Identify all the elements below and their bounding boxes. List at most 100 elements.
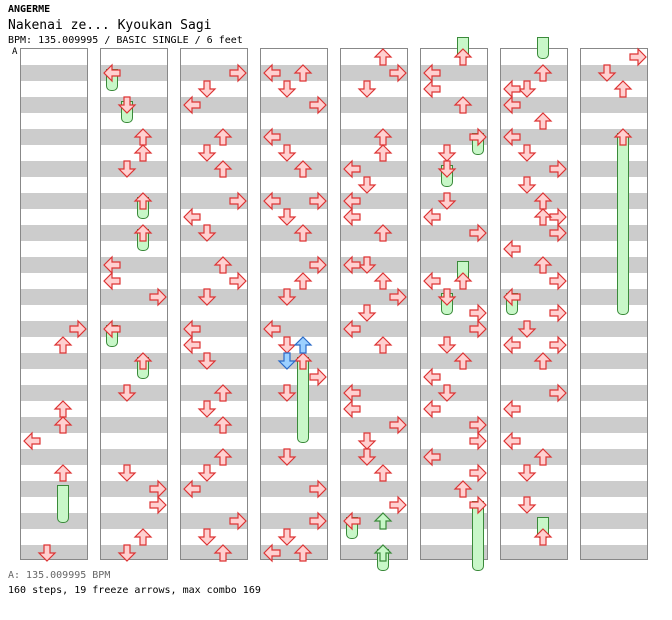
up-arrow-icon: [453, 272, 473, 290]
right-arrow-icon: [309, 191, 327, 211]
up-arrow-icon: [373, 144, 393, 162]
up-arrow-icon: [533, 352, 553, 370]
up-arrow-icon: [133, 128, 153, 146]
right-arrow-icon: [389, 63, 407, 83]
up-arrow-icon: [213, 448, 233, 466]
right-arrow-icon: [549, 223, 567, 243]
right-arrow-icon: [69, 319, 87, 339]
down-arrow-icon: [517, 80, 537, 98]
right-arrow-icon: [469, 463, 487, 483]
up-arrow-icon: [533, 192, 553, 210]
right-arrow-icon: [549, 303, 567, 323]
right-arrow-icon: [389, 495, 407, 515]
right-arrow-icon: [549, 335, 567, 355]
left-arrow-icon: [23, 431, 41, 451]
down-arrow-icon: [517, 176, 537, 194]
down-arrow-icon: [197, 224, 217, 242]
up-arrow-icon: [453, 48, 473, 66]
up-arrow-icon: [373, 128, 393, 146]
down-arrow-icon: [277, 144, 297, 162]
right-arrow-icon: [229, 191, 247, 211]
left-arrow-icon: [423, 399, 441, 419]
right-arrow-icon: [549, 383, 567, 403]
freeze-arrow: [537, 37, 549, 59]
chart-column: [260, 48, 328, 563]
up-arrow-icon: [293, 336, 313, 354]
down-arrow-icon: [277, 528, 297, 546]
left-arrow-icon: [423, 79, 441, 99]
up-arrow-icon: [533, 64, 553, 82]
down-arrow-icon: [437, 336, 457, 354]
left-arrow-icon: [423, 271, 441, 291]
artist-name: ANGERME: [8, 4, 51, 15]
left-arrow-icon: [343, 383, 361, 403]
down-arrow-icon: [197, 400, 217, 418]
left-arrow-icon: [343, 399, 361, 419]
left-arrow-icon: [503, 335, 521, 355]
up-arrow-icon: [213, 160, 233, 178]
left-arrow-icon: [503, 127, 521, 147]
left-arrow-icon: [263, 191, 281, 211]
up-arrow-icon: [53, 400, 73, 418]
down-arrow-icon: [117, 384, 137, 402]
down-arrow-icon: [437, 288, 457, 306]
left-arrow-icon: [423, 447, 441, 467]
up-arrow-icon: [293, 160, 313, 178]
down-arrow-icon: [277, 336, 297, 354]
down-arrow-icon: [517, 496, 537, 514]
down-arrow-icon: [517, 144, 537, 162]
up-arrow-icon: [533, 528, 553, 546]
left-arrow-icon: [503, 79, 521, 99]
up-arrow-icon: [53, 464, 73, 482]
right-arrow-icon: [469, 431, 487, 451]
left-arrow-icon: [343, 255, 361, 275]
up-arrow-icon: [293, 224, 313, 242]
down-arrow-icon: [437, 192, 457, 210]
chart-column: [20, 48, 88, 562]
right-arrow-icon: [149, 479, 167, 499]
right-arrow-icon: [469, 303, 487, 323]
chart-column: [500, 37, 568, 560]
up-arrow-icon: [133, 352, 153, 370]
down-arrow-icon: [357, 304, 377, 322]
right-arrow-icon: [469, 495, 487, 515]
left-arrow-icon: [343, 319, 361, 339]
left-arrow-icon: [103, 63, 121, 83]
up-arrow-icon: [293, 64, 313, 82]
right-arrow-icon: [469, 223, 487, 243]
down-arrow-icon: [357, 448, 377, 466]
down-arrow-icon: [277, 384, 297, 402]
down-arrow-icon: [117, 96, 137, 114]
left-arrow-icon: [343, 511, 361, 531]
left-arrow-icon: [183, 335, 201, 355]
down-arrow-icon: [117, 160, 137, 178]
right-arrow-icon: [469, 415, 487, 435]
right-arrow-icon: [549, 207, 567, 227]
up-arrow-icon: [373, 272, 393, 290]
up-arrow-icon: [453, 480, 473, 498]
down-arrow-icon: [37, 544, 57, 562]
right-arrow-icon: [229, 271, 247, 291]
steps-summary: 160 steps, 19 freeze arrows, max combo 1…: [8, 585, 261, 596]
down-arrow-icon: [117, 544, 137, 562]
up-arrow-icon: [293, 352, 313, 370]
right-arrow-icon: [309, 95, 327, 115]
left-arrow-icon: [503, 239, 521, 259]
right-arrow-icon: [469, 127, 487, 147]
up-arrow-icon: [53, 336, 73, 354]
right-arrow-icon: [309, 511, 327, 531]
chart-column: [340, 48, 408, 571]
down-arrow-icon: [357, 176, 377, 194]
up-arrow-icon: [213, 544, 233, 562]
down-arrow-icon: [357, 256, 377, 274]
down-arrow-icon: [357, 80, 377, 98]
down-arrow-icon: [517, 464, 537, 482]
right-arrow-icon: [549, 271, 567, 291]
left-arrow-icon: [183, 95, 201, 115]
left-arrow-icon: [103, 255, 121, 275]
up-arrow-icon: [613, 80, 633, 98]
right-arrow-icon: [149, 495, 167, 515]
up-arrow-icon: [293, 272, 313, 290]
left-arrow-icon: [423, 367, 441, 387]
up-arrow-icon: [133, 192, 153, 210]
